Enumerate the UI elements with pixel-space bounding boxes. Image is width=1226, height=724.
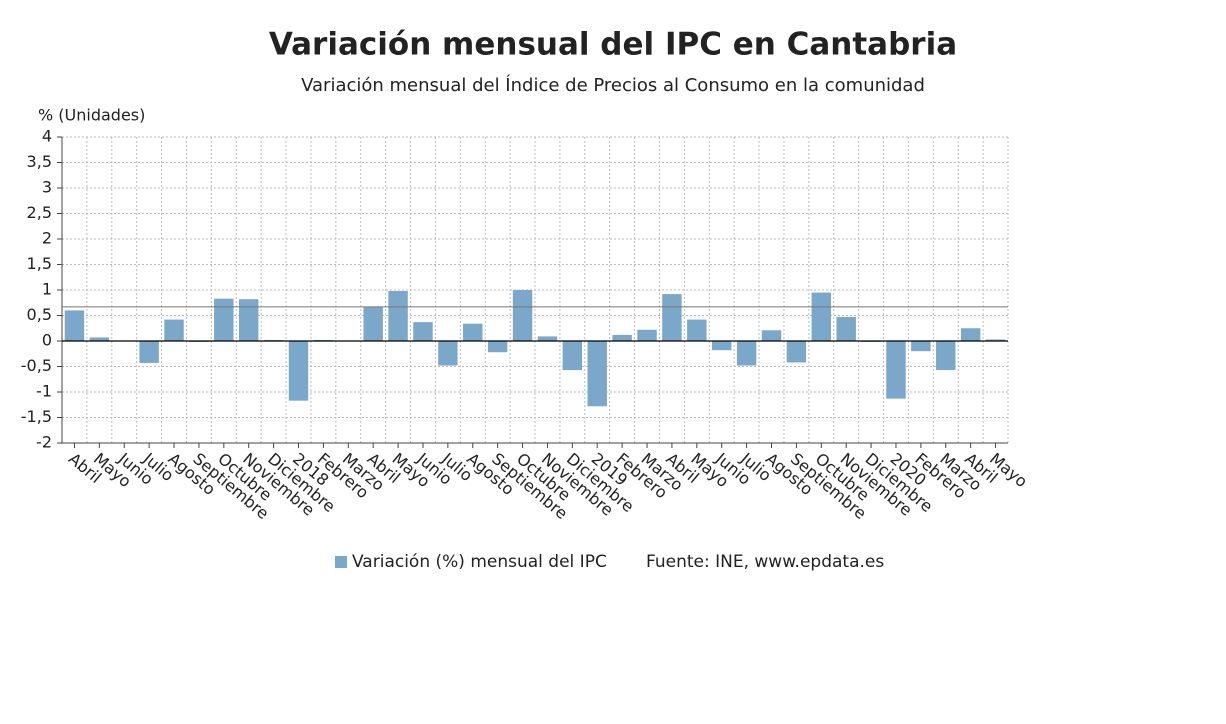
bar	[288, 341, 309, 401]
bar	[662, 294, 682, 341]
bar	[637, 329, 657, 341]
chart-title: Variación mensual del IPC en Cantabria	[269, 27, 957, 63]
bar	[786, 341, 807, 363]
y-tick-label: 3	[42, 178, 52, 197]
legend-label: Variación (%) mensual del IPC	[352, 552, 607, 572]
source: Fuente: INE, www.epdata.es	[646, 552, 884, 572]
y-tick-label: 2,5	[27, 203, 52, 222]
bar	[712, 341, 732, 351]
bar	[214, 298, 234, 341]
y-tick-label: 3,5	[27, 152, 52, 171]
bar	[587, 341, 607, 407]
bar	[413, 322, 433, 341]
bar	[463, 323, 483, 341]
bar	[886, 341, 906, 399]
bar	[936, 341, 956, 371]
y-tick-label: 0	[42, 331, 52, 350]
y-tick-label: -1	[36, 382, 52, 401]
bar	[811, 292, 831, 341]
bar	[239, 299, 259, 341]
legend-swatch	[335, 556, 347, 568]
bar	[537, 336, 558, 341]
bar	[562, 341, 583, 371]
bar	[487, 341, 508, 353]
y-tick-label: -2	[36, 433, 52, 452]
y-tick-label: 0,5	[27, 305, 52, 324]
bar	[89, 337, 110, 341]
chart-subtitle: Variación mensual del Índice de Precios …	[301, 74, 925, 96]
bar	[512, 290, 533, 341]
bar	[736, 341, 757, 366]
bar	[139, 341, 159, 363]
bar	[388, 291, 408, 341]
y-tick-label: 1,5	[27, 254, 52, 273]
bar	[164, 319, 184, 341]
bar	[836, 317, 856, 341]
bar	[911, 341, 931, 352]
bar	[363, 306, 383, 341]
bar	[438, 341, 458, 366]
y-tick-label: -0,5	[21, 356, 52, 375]
y-tick-label: 4	[42, 127, 52, 146]
y-tick-label: 1	[42, 280, 52, 299]
bar	[64, 310, 85, 341]
bar	[985, 339, 1006, 341]
bar	[612, 334, 632, 341]
bar	[761, 330, 782, 341]
y-tick-label: -1,5	[21, 407, 52, 426]
y-axis-label: % (Unidades)	[38, 106, 145, 125]
bar	[687, 319, 707, 341]
y-tick-label: 2	[42, 229, 52, 248]
bar	[960, 328, 981, 341]
